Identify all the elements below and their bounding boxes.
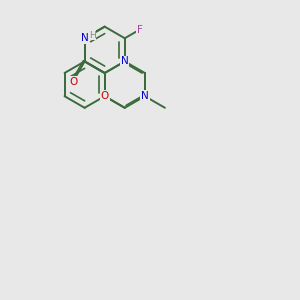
Text: O: O [69,76,77,86]
Text: N: N [81,33,88,43]
Text: H: H [89,31,96,40]
Text: O: O [100,91,109,101]
Text: F: F [137,25,143,34]
Text: N: N [121,56,129,66]
Text: N: N [141,91,149,101]
